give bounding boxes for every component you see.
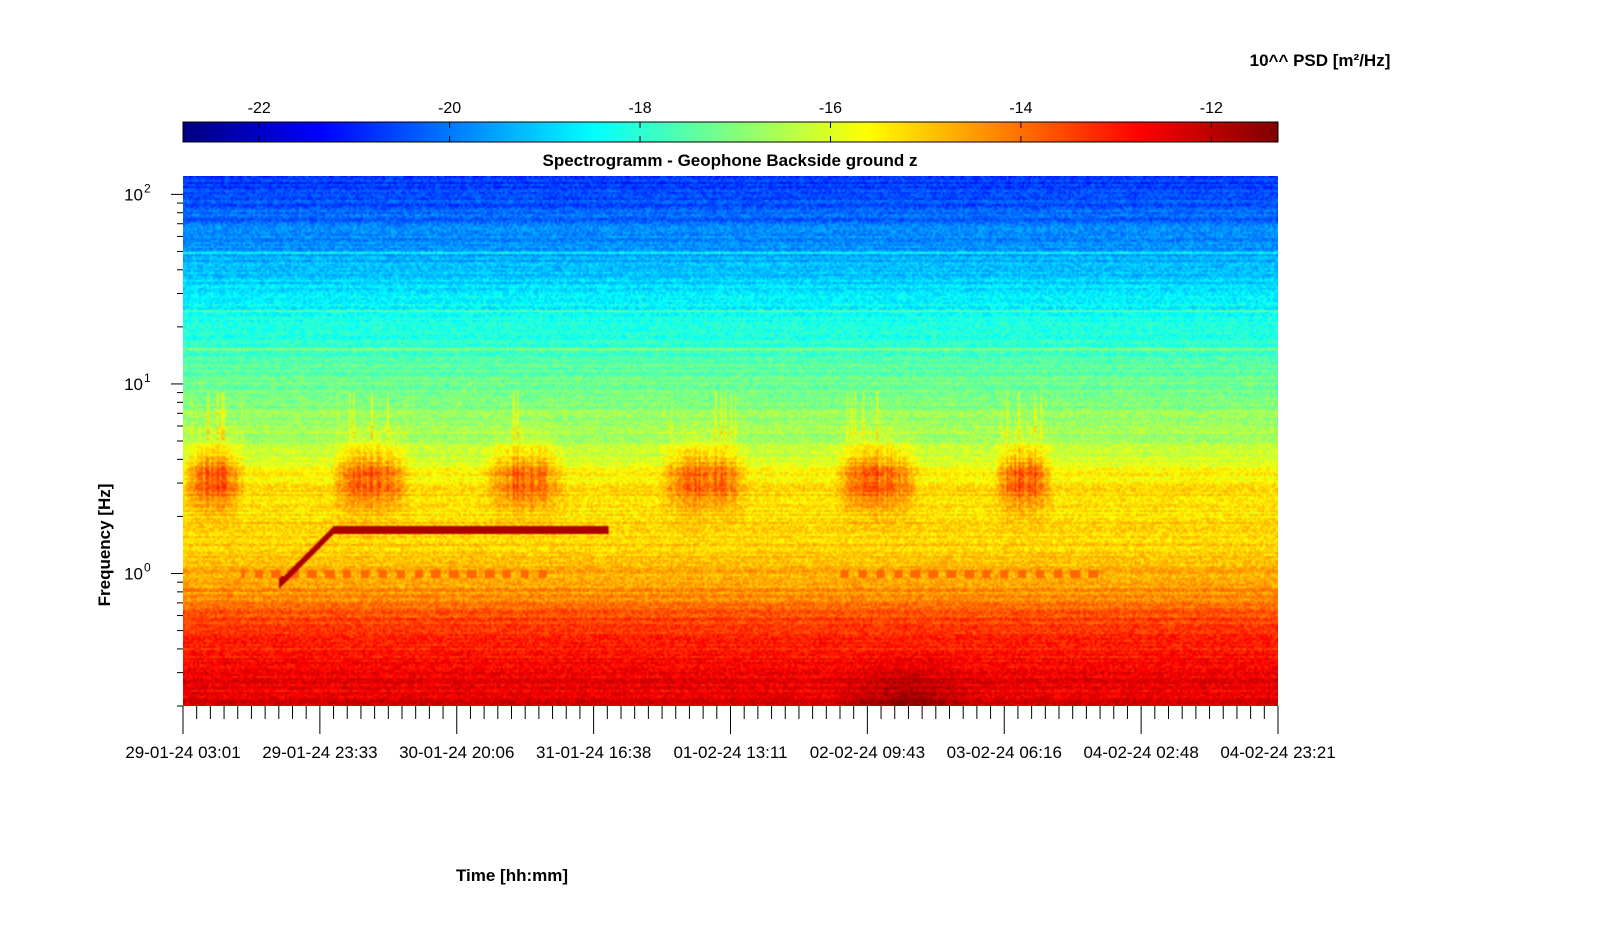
colorbar-tick-label: -16 xyxy=(819,100,842,117)
colorbar-gradient xyxy=(183,122,1278,142)
colorbar-frame xyxy=(182,121,1279,143)
y-tick-label-exponent: 2 xyxy=(144,181,151,195)
colorbar: -22 -20 -18 -16 -14 -12 xyxy=(182,100,1279,143)
y-tick-label-exponent: 1 xyxy=(144,371,151,385)
colorbar-tick-label: -12 xyxy=(1200,100,1223,117)
y-tick-label-base: 10 xyxy=(124,185,143,204)
x-tick-label: 01-02-24 13:11 xyxy=(673,743,787,762)
spectrogram-heatmap xyxy=(183,176,1278,706)
x-tick-label: 03-02-24 06:16 xyxy=(947,743,1062,762)
y-axis-label: Frequency [Hz] xyxy=(95,484,114,607)
y-tick-label-base: 10 xyxy=(124,565,143,584)
x-axis: 29-01-24 03:01 29-01-24 23:33 30-01-24 20:… xyxy=(125,706,1336,762)
colorbar-ticks: -22 -20 -18 -16 -14 -12 xyxy=(248,100,1223,142)
colorbar-tick-label: -22 xyxy=(248,100,271,117)
x-tick-label: 29-01-24 23:33 xyxy=(262,743,377,762)
y-tick-label-base: 10 xyxy=(124,375,143,394)
colorbar-tick-label: -20 xyxy=(438,100,461,117)
x-tick-label: 04-02-24 02:48 xyxy=(1083,743,1198,762)
x-tick-label: 31-01-24 16:38 xyxy=(536,743,651,762)
colorbar-tick-label: -18 xyxy=(628,100,651,117)
x-tick-label: 04-02-24 23:21 xyxy=(1220,743,1335,762)
colorbar-tick-label: -14 xyxy=(1009,100,1032,117)
y-tick-label-exponent: 0 xyxy=(144,561,151,575)
chart-title: Spectrogramm - Geophone Backside ground … xyxy=(542,151,917,170)
x-tick-label: 29-01-24 03:01 xyxy=(125,743,240,762)
x-axis-label: Time [hh:mm] xyxy=(456,866,568,885)
colorbar-label: 10^^ PSD [m²/Hz] xyxy=(1250,51,1391,70)
x-tick-label: 30-01-24 20:06 xyxy=(399,743,514,762)
x-tick-label: 02-02-24 09:43 xyxy=(810,743,925,762)
